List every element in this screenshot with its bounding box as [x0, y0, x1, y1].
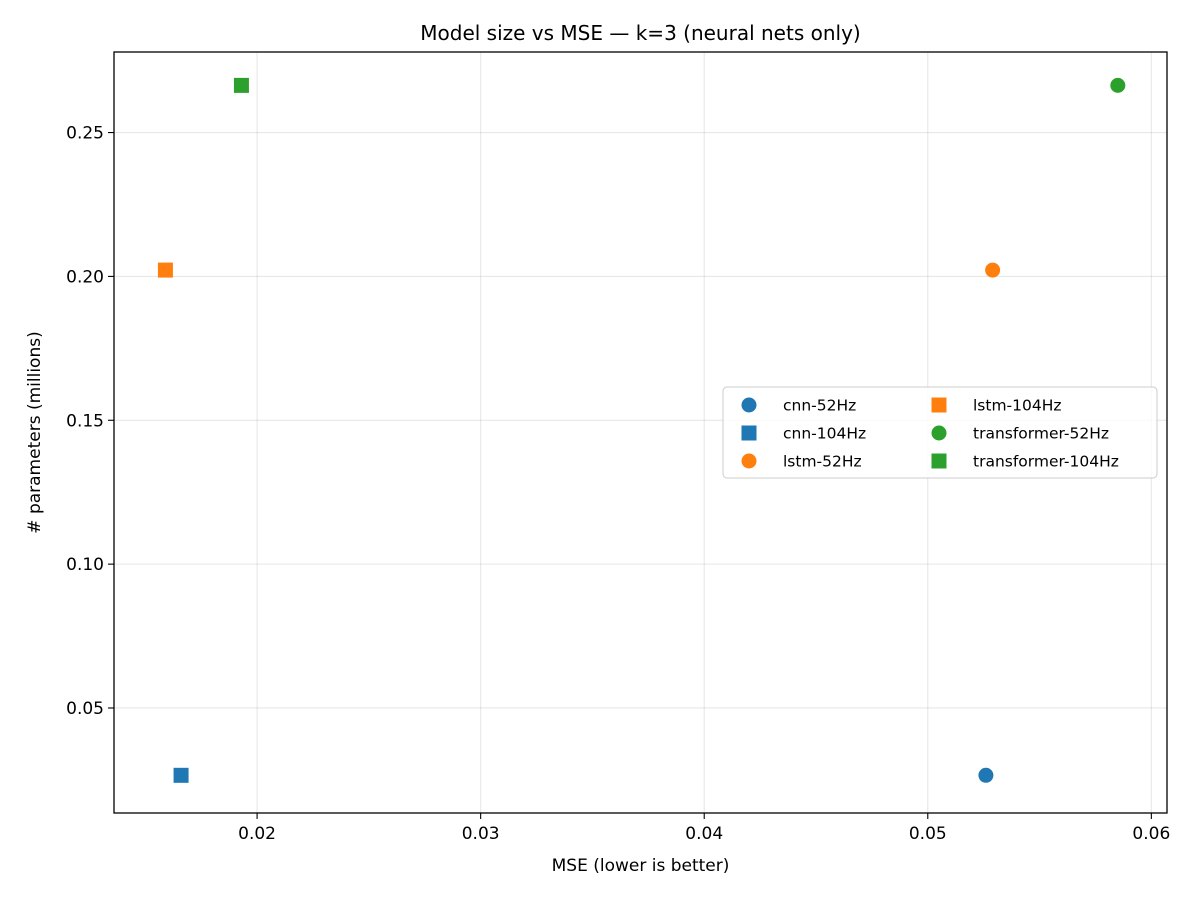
x-tick-label: 0.06 [1132, 824, 1170, 844]
data-point-cnn-104Hz [173, 767, 189, 783]
x-tick-label: 0.03 [462, 824, 500, 844]
legend-item-transformer-104Hz: transformer-104Hz [931, 453, 1119, 471]
x-tick-label: 0.04 [685, 824, 723, 844]
y-axis-label: # parameters (millions) [25, 331, 45, 533]
y-tick-label: 0.20 [66, 267, 104, 287]
legend-marker-cnn-104Hz [741, 425, 757, 441]
data-point-transformer-104Hz [233, 77, 249, 93]
legend: cnn-52Hz cnn-104Hz lstm-52Hz lstm-104Hz tran… [722, 386, 1158, 479]
legend-label: cnn-52Hz [783, 397, 856, 415]
legend-marker-transformer-104Hz [931, 453, 947, 469]
y-tick-label: 0.25 [66, 124, 104, 144]
legend-label: transformer-104Hz [973, 453, 1119, 471]
ticks-layer: 0.02 0.03 0.04 0.05 0.06 0.05 0.10 0.15 0.20 0.25 [66, 124, 1170, 844]
legend-label: lstm-52Hz [783, 453, 862, 471]
legend-marker-cnn-52Hz [741, 397, 757, 413]
x-axis-label: MSE (lower is better) [552, 856, 730, 876]
y-tick-label: 0.10 [66, 555, 104, 575]
data-point-lstm-52Hz [985, 262, 1001, 278]
x-tick-label: 0.05 [909, 824, 947, 844]
legend-item-lstm-52Hz: lstm-52Hz [741, 453, 862, 471]
chart-title: Model size vs MSE — k=3 (neural nets onl… [420, 21, 860, 45]
data-point-transformer-52Hz [1110, 77, 1126, 93]
data-point-lstm-104Hz [157, 262, 173, 278]
y-tick-label: 0.05 [66, 699, 104, 719]
data-point-cnn-52Hz [978, 767, 994, 783]
points-layer [157, 77, 1126, 783]
legend-item-cnn-104Hz: cnn-104Hz [741, 425, 866, 443]
legend-marker-lstm-52Hz [741, 453, 757, 469]
x-tick-label: 0.02 [238, 824, 276, 844]
y-tick-label: 0.15 [66, 411, 104, 431]
grid-layer [114, 52, 1167, 813]
plot-frame [113, 51, 1168, 814]
legend-label: lstm-104Hz [973, 397, 1062, 415]
legend-marker-transformer-52Hz [931, 425, 947, 441]
legend-item-lstm-104Hz: lstm-104Hz [931, 397, 1062, 415]
legend-item-transformer-52Hz: transformer-52Hz [931, 425, 1109, 443]
legend-item-cnn-52Hz: cnn-52Hz [741, 397, 856, 415]
legend-label: transformer-52Hz [973, 425, 1109, 443]
legend-marker-lstm-104Hz [931, 397, 947, 413]
legend-label: cnn-104Hz [783, 425, 866, 443]
